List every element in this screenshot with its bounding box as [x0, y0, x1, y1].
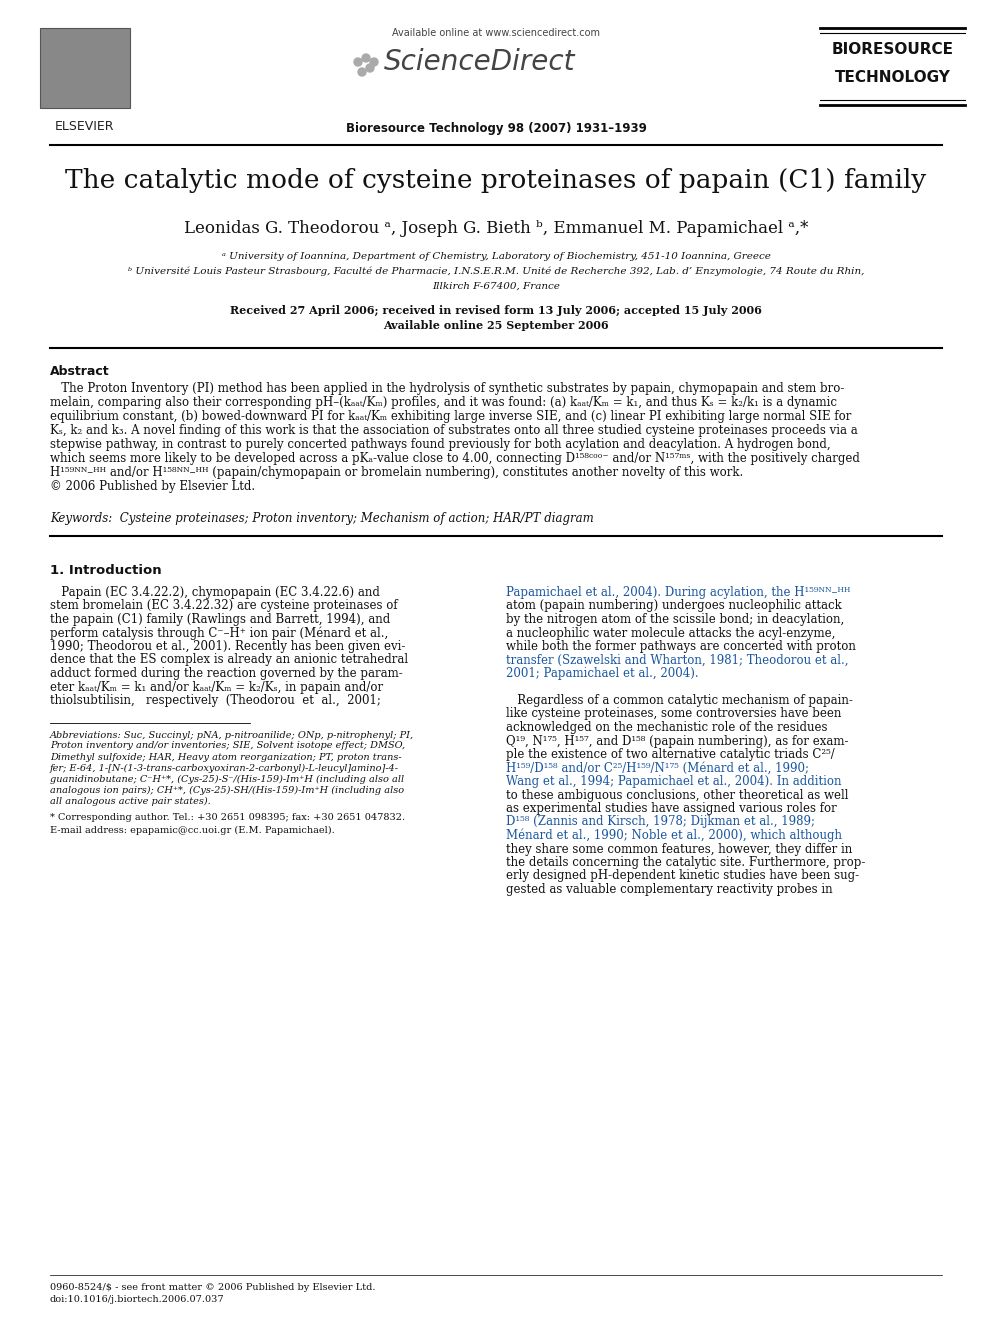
Text: Illkirch F-67400, France: Illkirch F-67400, France	[433, 282, 559, 291]
Bar	[40, 28, 130, 108]
Text: Leonidas G. Theodorou ᵃ, Joseph G. Bieth ᵇ, Emmanuel M. Papamichael ᵃ,*: Leonidas G. Theodorou ᵃ, Joseph G. Bieth…	[184, 220, 808, 237]
Bar	[81, 50, 89, 58]
Text: © 2006 Published by Elsevier Ltd.: © 2006 Published by Elsevier Ltd.	[50, 480, 255, 493]
Text: doi:10.1016/j.biortech.2006.07.037: doi:10.1016/j.biortech.2006.07.037	[50, 1295, 224, 1304]
Circle shape	[354, 58, 362, 66]
Text: Abbreviations: Suc, Succinyl; pNA, p-nitroanilide; ONp, p-nitrophenyl; PI,: Abbreviations: Suc, Succinyl; pNA, p-nit…	[50, 730, 414, 740]
Text: transfer (Szawelski and Wharton, 1981; Theodorou et al.,: transfer (Szawelski and Wharton, 1981; T…	[506, 654, 848, 667]
Text: 1. Introduction: 1. Introduction	[50, 564, 162, 577]
Text: by the nitrogen atom of the scissile bond; in deacylation,: by the nitrogen atom of the scissile bon…	[506, 613, 844, 626]
Text: Ménard et al., 1990; Noble et al., 2000), which although: Ménard et al., 1990; Noble et al., 2000)…	[506, 830, 842, 843]
Text: * Corresponding author. Tel.: +30 2651 098395; fax: +30 2651 047832.: * Corresponding author. Tel.: +30 2651 0…	[50, 814, 405, 823]
Text: Available online at www.sciencedirect.com: Available online at www.sciencedirect.co…	[392, 28, 600, 38]
Text: dence that the ES complex is already an anionic tetrahedral: dence that the ES complex is already an …	[50, 654, 408, 667]
Text: Keywords:  Cysteine proteinases; Proton inventory; Mechanism of action; HAR/PT d: Keywords: Cysteine proteinases; Proton i…	[50, 512, 594, 525]
Text: ScienceDirect: ScienceDirect	[384, 48, 575, 75]
Text: Kₛ, k₂ and k₃. A novel finding of this work is that the association of substrate: Kₛ, k₂ and k₃. A novel finding of this w…	[50, 423, 858, 437]
Text: perform catalysis through C⁻–H⁺ ion pair (Ménard et al.,: perform catalysis through C⁻–H⁺ ion pair…	[50, 627, 388, 640]
Bar	[83, 34, 88, 44]
Text: gested as valuable complementary reactivity probes in: gested as valuable complementary reactiv…	[506, 882, 832, 896]
Text: thiolsubtilisin,   respectively  (Theodorou  et  al.,  2001;: thiolsubtilisin, respectively (Theodorou…	[50, 695, 381, 706]
Text: Available online 25 September 2006: Available online 25 September 2006	[383, 320, 609, 331]
Text: analogous ion pairs); CH⁺*, (Cys-25)-SH/(His-159)-Im⁺H (including also: analogous ion pairs); CH⁺*, (Cys-25)-SH/…	[50, 786, 404, 795]
Text: ple the existence of two alternative catalytic triads C²⁵/: ple the existence of two alternative cat…	[506, 747, 834, 761]
Text: Bioresource Technology 98 (2007) 1931–1939: Bioresource Technology 98 (2007) 1931–19…	[345, 122, 647, 135]
Bar	[80, 65, 91, 73]
Text: Received 27 April 2006; received in revised form 13 July 2006; accepted 15 July : Received 27 April 2006; received in revi…	[230, 306, 762, 316]
Text: Dimethyl sulfoxide; HAR, Heavy atom reorganization; PT, proton trans-: Dimethyl sulfoxide; HAR, Heavy atom reor…	[50, 753, 402, 762]
Text: the papain (C1) family (Rawlings and Barrett, 1994), and: the papain (C1) family (Rawlings and Bar…	[50, 613, 390, 626]
Text: ᵇ Université Louis Pasteur Strasbourg, Faculté de Pharmacie, I.N.S.E.R.M. Unité : ᵇ Université Louis Pasteur Strasbourg, F…	[128, 267, 864, 277]
Text: Papain (EC 3.4.22.2), chymopapain (EC 3.4.22.6) and: Papain (EC 3.4.22.2), chymopapain (EC 3.…	[50, 586, 380, 599]
Text: acknowledged on the mechanistic role of the residues: acknowledged on the mechanistic role of …	[506, 721, 827, 734]
Text: H¹⁵⁹/D¹⁵⁸ and/or C²⁵/H¹⁵⁹/N¹⁷⁵ (Ménard et al., 1990;: H¹⁵⁹/D¹⁵⁸ and/or C²⁵/H¹⁵⁹/N¹⁷⁵ (Ménard e…	[506, 762, 809, 774]
Circle shape	[358, 67, 366, 75]
Text: atom (papain numbering) undergoes nucleophilic attack: atom (papain numbering) undergoes nucleo…	[506, 599, 842, 613]
Text: they share some common features, however, they differ in: they share some common features, however…	[506, 843, 852, 856]
Text: ELSEVIER: ELSEVIER	[56, 120, 115, 134]
Text: guanidinobutane; C⁻H⁺*, (Cys-25)-S⁻/(His-159)-Im⁺H (including also all: guanidinobutane; C⁻H⁺*, (Cys-25)-S⁻/(His…	[50, 774, 404, 783]
Text: Wang et al., 1994; Papamichael et al., 2004). In addition: Wang et al., 1994; Papamichael et al., 2…	[506, 775, 841, 789]
Text: stem bromelain (EC 3.4.22.32) are cysteine proteinases of: stem bromelain (EC 3.4.22.32) are cystei…	[50, 599, 398, 613]
Text: TECHNOLOGY: TECHNOLOGY	[834, 70, 950, 85]
Text: all analogous active pair states).: all analogous active pair states).	[50, 796, 210, 806]
Text: Regardless of a common catalytic mechanism of papain-: Regardless of a common catalytic mechani…	[506, 695, 853, 706]
Text: stepwise pathway, in contrast to purely concerted pathways found previously for : stepwise pathway, in contrast to purely …	[50, 438, 830, 451]
Text: which seems more likely to be developed across a pKₐ-value close to 4.00, connec: which seems more likely to be developed …	[50, 452, 860, 464]
Text: Papamichael et al., 2004). During acylation, the H¹⁵⁹ᴺᴺ–ᴴᴴ: Papamichael et al., 2004). During acylat…	[506, 586, 850, 599]
Text: to these ambiguous conclusions, other theoretical as well: to these ambiguous conclusions, other th…	[506, 789, 848, 802]
Circle shape	[362, 54, 370, 62]
Text: melain, comparing also their corresponding pH–(kₐₐₜ/Kₘ) profiles, and it was fou: melain, comparing also their correspondi…	[50, 396, 837, 409]
Text: ᵃ University of Ioannina, Department of Chemistry, Laboratory of Biochemistry, 4: ᵃ University of Ioannina, Department of …	[221, 251, 771, 261]
Text: fer; E-64, 1-[N-(1-3-trans-carboxyoxiran-2-carbonyl)-L-leucyl]amino]-4-: fer; E-64, 1-[N-(1-3-trans-carboxyoxiran…	[50, 763, 399, 773]
Text: a nucleophilic water molecule attacks the acyl-enzyme,: a nucleophilic water molecule attacks th…	[506, 627, 835, 639]
Text: H¹⁵⁹ᴺᴺ–ᴴᴴ and/or H¹⁵⁸ᴺᴺ–ᴴᴴ (papain/chymopapain or bromelain numbering), constitu: H¹⁵⁹ᴺᴺ–ᴴᴴ and/or H¹⁵⁸ᴺᴺ–ᴴᴴ (papain/chymo…	[50, 466, 743, 479]
Circle shape	[370, 58, 378, 66]
Text: The catalytic mode of cysteine proteinases of papain (C1) family: The catalytic mode of cysteine proteinas…	[65, 168, 927, 193]
Text: Abstract: Abstract	[50, 365, 110, 378]
Text: the details concerning the catalytic site. Furthermore, prop-: the details concerning the catalytic sit…	[506, 856, 865, 869]
Text: 0960-8524/$ - see front matter © 2006 Published by Elsevier Ltd.: 0960-8524/$ - see front matter © 2006 Pu…	[50, 1283, 376, 1293]
Text: like cysteine proteinases, some controversies have been: like cysteine proteinases, some controve…	[506, 708, 841, 721]
Text: erly designed pH-dependent kinetic studies have been sug-: erly designed pH-dependent kinetic studi…	[506, 869, 859, 882]
Circle shape	[366, 64, 374, 71]
Text: eter kₐₐₜ/Kₘ = k₁ and/or kₐₐₜ/Kₘ = k₂/Kₛ, in papain and/or: eter kₐₐₜ/Kₘ = k₁ and/or kₐₐₜ/Kₘ = k₂/Kₛ…	[50, 680, 383, 693]
Text: adduct formed during the reaction governed by the param-: adduct formed during the reaction govern…	[50, 667, 403, 680]
Text: Q¹⁹, N¹⁷⁵, H¹⁵⁷, and D¹⁵⁸ (papain numbering), as for exam-: Q¹⁹, N¹⁷⁵, H¹⁵⁷, and D¹⁵⁸ (papain number…	[506, 734, 848, 747]
Text: while both the former pathways are concerted with proton: while both the former pathways are conce…	[506, 640, 856, 654]
Text: BIORESOURCE: BIORESOURCE	[831, 42, 953, 57]
Text: 1990; Theodorou et al., 2001). Recently has been given evi-: 1990; Theodorou et al., 2001). Recently …	[50, 640, 406, 654]
Bar	[78, 79, 92, 89]
Text: The Proton Inventory (PI) method has been applied in the hydrolysis of synthetic: The Proton Inventory (PI) method has bee…	[50, 382, 844, 396]
Text: 2001; Papamichael et al., 2004).: 2001; Papamichael et al., 2004).	[506, 667, 698, 680]
Text: equilibrium constant, (b) bowed-downward PI for kₐₐₜ/Kₘ exhibiting large inverse: equilibrium constant, (b) bowed-downward…	[50, 410, 851, 423]
Text: as experimental studies have assigned various roles for: as experimental studies have assigned va…	[506, 802, 836, 815]
Text: E-mail address: epapamic@cc.uoi.gr (E.M. Papamichael).: E-mail address: epapamic@cc.uoi.gr (E.M.…	[50, 826, 334, 835]
Text: Proton inventory and/or inventories; SIE, Solvent isotope effect; DMSO,: Proton inventory and/or inventories; SIE…	[50, 741, 405, 750]
Text: D¹⁵⁸ (Zannis and Kirsch, 1978; Dijkman et al., 1989;: D¹⁵⁸ (Zannis and Kirsch, 1978; Dijkman e…	[506, 815, 815, 828]
